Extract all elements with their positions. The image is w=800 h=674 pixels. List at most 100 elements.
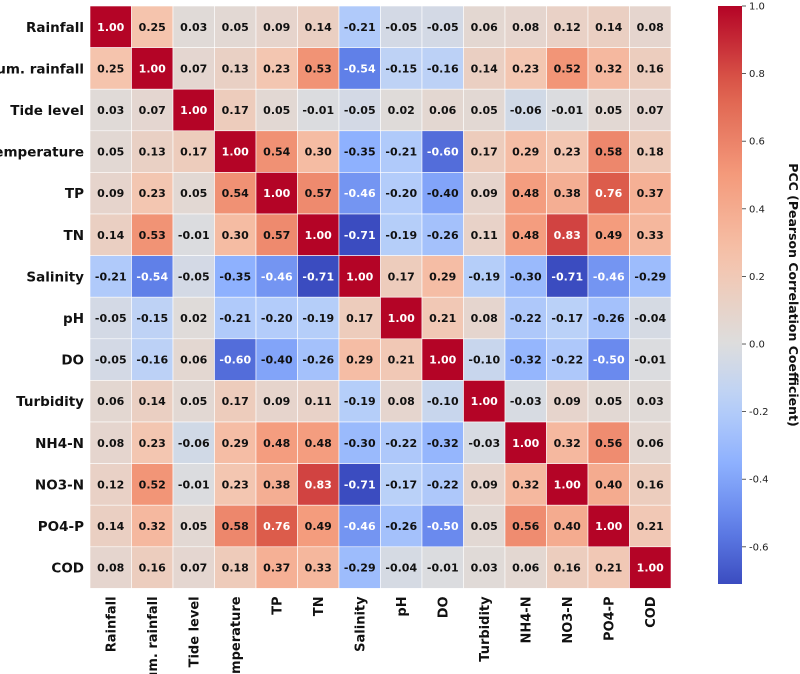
cell-value-label: 0.25 xyxy=(139,21,166,34)
cell-value-label: 0.12 xyxy=(97,478,124,491)
cell-value-label: -0.35 xyxy=(219,270,251,283)
cell-value-label: 0.54 xyxy=(263,146,290,159)
heatmap-cell xyxy=(587,213,630,256)
cell-value-label: -0.01 xyxy=(178,478,210,491)
cell-value-label: 0.05 xyxy=(263,104,290,117)
cell-value-label: 0.17 xyxy=(388,270,415,283)
heatmap-cell xyxy=(297,5,340,48)
heatmap-cell xyxy=(380,213,423,256)
cell-value-label: 0.07 xyxy=(139,104,166,117)
cell-value-label: 0.38 xyxy=(554,187,581,200)
cell-value-label: 0.08 xyxy=(637,21,664,34)
heatmap-cell xyxy=(629,546,672,589)
cell-value-label: 0.32 xyxy=(554,437,581,450)
heatmap-cell xyxy=(629,255,672,298)
colorbar-tick-label: 0.2 xyxy=(749,272,765,283)
cell-value-label: 0.48 xyxy=(305,437,332,450)
cell-value-label: 0.16 xyxy=(139,562,166,575)
heatmap-cell xyxy=(214,255,257,298)
cell-value-label: 0.48 xyxy=(512,187,539,200)
heatmap-cell xyxy=(546,421,589,464)
cell-value-label: 1.00 xyxy=(263,187,290,200)
cell-value-label: -0.46 xyxy=(344,187,376,200)
cell-value-label: 0.16 xyxy=(637,478,664,491)
heatmap-cell xyxy=(546,5,589,48)
heatmap-cell xyxy=(338,88,381,132)
heatmap-cell xyxy=(172,213,215,256)
cell-value-label: 0.12 xyxy=(554,21,581,34)
heatmap-cell xyxy=(255,421,298,464)
heatmap-cell xyxy=(380,380,423,423)
row-label-ph: pH xyxy=(63,311,84,327)
cell-value-label: 0.09 xyxy=(97,187,124,200)
heatmap-cell xyxy=(546,463,589,506)
cell-value-label: -0.06 xyxy=(510,104,542,117)
heatmap-cell xyxy=(587,504,630,548)
cell-value-label: -0.26 xyxy=(385,520,417,533)
column-label-tide-level: Tide level xyxy=(188,596,203,667)
heatmap-cell xyxy=(504,172,547,215)
row-label-po4-p: PO4-P xyxy=(38,519,84,535)
heatmap-cell xyxy=(629,380,672,423)
cell-value-label: -0.01 xyxy=(427,562,459,575)
cell-value-label: 0.09 xyxy=(471,187,498,200)
heatmap-cell xyxy=(546,213,589,256)
cell-value-label: -0.35 xyxy=(344,146,376,159)
cell-value-label: 0.08 xyxy=(388,395,415,408)
cell-value-label: -0.71 xyxy=(344,478,376,491)
cell-value-label: 0.58 xyxy=(222,520,249,533)
heatmap-cell xyxy=(89,88,132,132)
cell-value-label: -0.19 xyxy=(302,312,334,325)
column-label-salinity: Salinity xyxy=(354,596,369,652)
heatmap-cell xyxy=(463,421,506,464)
row-label-do: DO xyxy=(61,353,84,369)
cell-value-label: -0.10 xyxy=(427,395,459,408)
heatmap-cell xyxy=(546,88,589,132)
heatmap-cell xyxy=(89,255,132,298)
heatmap-cell xyxy=(546,130,589,173)
cell-value-label: -0.10 xyxy=(468,354,500,367)
cell-value-label: 1.00 xyxy=(97,21,124,34)
cell-value-label: 0.14 xyxy=(97,520,124,533)
cell-value-label: 0.38 xyxy=(263,478,290,491)
column-label-po4-p: PO4-P xyxy=(603,596,618,641)
colorbar-title: PCC (Pearson Correlation Coefficient) xyxy=(786,163,800,426)
cell-value-label: -0.04 xyxy=(385,562,417,575)
heatmap-cell xyxy=(380,47,423,90)
heatmap-cell xyxy=(587,380,630,423)
colorbar-tick-label: -0.6 xyxy=(749,542,769,553)
cell-value-label: -0.20 xyxy=(261,312,293,325)
cell-value-label: 0.25 xyxy=(97,62,124,75)
cell-value-label: 1.00 xyxy=(388,312,415,325)
cell-value-label: 0.21 xyxy=(429,312,456,325)
cell-value-label: 0.40 xyxy=(595,478,622,491)
heatmap-cell xyxy=(421,47,464,90)
cell-value-label: 1.00 xyxy=(139,62,166,75)
heatmap-cell xyxy=(463,546,506,589)
heatmap-cell xyxy=(255,255,298,298)
colorbar-ticks: 1.0 0.8 0.6 0.4 0.2 0.0 -0.2 -0.4 -0.6 xyxy=(742,2,769,553)
column-label-cum-rainfall: Cum. rainfall xyxy=(146,596,161,674)
heatmap-cell xyxy=(172,130,215,173)
heatmap-cell xyxy=(172,255,215,298)
heatmap-cell xyxy=(463,296,506,340)
cell-value-label: -0.05 xyxy=(95,354,127,367)
heatmap-cell xyxy=(380,88,423,132)
cell-value-label: -0.46 xyxy=(261,270,293,283)
cell-value-label: 0.17 xyxy=(180,146,207,159)
heatmap-cell xyxy=(214,47,257,90)
heatmap-cell xyxy=(131,47,174,90)
cell-value-label: -0.50 xyxy=(593,354,625,367)
heatmap-cell xyxy=(89,130,132,173)
cell-value-label: 0.14 xyxy=(471,62,498,75)
heatmap-cells: 1.00 0.25 0.03 0.05 0.09 0.14 -0.21 -0.05 -0.05 0… xyxy=(89,5,672,589)
cell-value-label: 0.21 xyxy=(637,520,664,533)
heatmap-cell xyxy=(255,296,298,340)
cell-value-label: 0.17 xyxy=(471,146,498,159)
heatmap-cell xyxy=(338,255,381,298)
heatmap-cell xyxy=(421,338,464,381)
cell-value-label: 0.06 xyxy=(512,562,539,575)
cell-value-label: 0.23 xyxy=(139,187,166,200)
heatmap-cell xyxy=(504,504,547,548)
colorbar-tick-label: -0.2 xyxy=(749,407,769,418)
